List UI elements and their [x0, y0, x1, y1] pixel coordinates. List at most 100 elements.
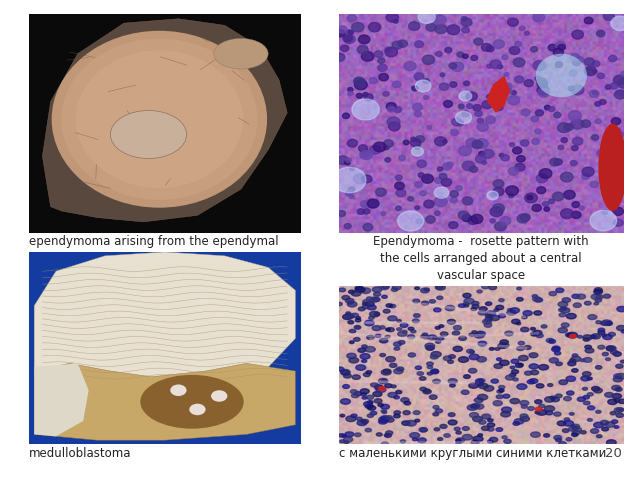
Circle shape — [438, 337, 444, 340]
Circle shape — [340, 45, 349, 51]
Circle shape — [474, 404, 480, 408]
Circle shape — [379, 73, 388, 81]
Circle shape — [595, 119, 602, 124]
Circle shape — [524, 31, 529, 35]
Circle shape — [561, 323, 569, 327]
Circle shape — [378, 404, 383, 407]
Circle shape — [350, 390, 357, 394]
Circle shape — [591, 294, 601, 300]
Circle shape — [461, 390, 469, 395]
Circle shape — [537, 80, 548, 88]
Circle shape — [592, 61, 600, 67]
Circle shape — [415, 182, 422, 188]
Circle shape — [351, 23, 364, 32]
Circle shape — [485, 116, 495, 124]
Circle shape — [452, 331, 460, 335]
Circle shape — [478, 311, 486, 315]
Circle shape — [458, 357, 468, 362]
Circle shape — [618, 141, 622, 145]
Circle shape — [383, 369, 390, 373]
Circle shape — [597, 73, 605, 79]
Circle shape — [417, 160, 426, 168]
Circle shape — [426, 346, 435, 350]
Circle shape — [545, 406, 555, 411]
Circle shape — [610, 411, 616, 415]
Circle shape — [524, 80, 533, 87]
Circle shape — [378, 387, 385, 390]
Circle shape — [561, 138, 568, 143]
Circle shape — [505, 331, 513, 336]
Circle shape — [583, 335, 592, 340]
Ellipse shape — [61, 39, 257, 200]
Circle shape — [349, 329, 356, 333]
Circle shape — [478, 434, 483, 436]
Circle shape — [571, 356, 580, 361]
Circle shape — [456, 438, 465, 443]
Circle shape — [382, 285, 388, 288]
Circle shape — [394, 342, 401, 347]
Circle shape — [520, 327, 529, 332]
Circle shape — [511, 359, 519, 363]
Circle shape — [614, 219, 623, 226]
Circle shape — [490, 193, 495, 197]
Circle shape — [408, 327, 414, 330]
Circle shape — [394, 20, 398, 23]
Circle shape — [557, 123, 570, 132]
Circle shape — [365, 150, 370, 154]
Ellipse shape — [76, 50, 243, 188]
Circle shape — [600, 322, 607, 325]
Circle shape — [552, 397, 559, 402]
Circle shape — [385, 157, 390, 162]
Circle shape — [531, 332, 538, 336]
Circle shape — [337, 367, 344, 371]
Circle shape — [496, 395, 503, 398]
Circle shape — [434, 308, 441, 312]
Circle shape — [513, 58, 525, 67]
Circle shape — [477, 290, 482, 293]
Circle shape — [380, 284, 389, 289]
Circle shape — [367, 406, 376, 410]
Circle shape — [415, 206, 420, 210]
Circle shape — [354, 392, 362, 396]
Circle shape — [611, 350, 618, 354]
Circle shape — [397, 211, 424, 231]
Circle shape — [374, 292, 381, 296]
Circle shape — [518, 355, 528, 361]
Circle shape — [450, 197, 457, 203]
Circle shape — [463, 81, 470, 85]
Circle shape — [381, 295, 387, 298]
Circle shape — [334, 53, 345, 61]
Circle shape — [585, 348, 594, 353]
Circle shape — [605, 358, 611, 360]
Circle shape — [385, 47, 391, 52]
Circle shape — [499, 385, 505, 389]
Circle shape — [555, 62, 563, 68]
Circle shape — [342, 113, 349, 119]
Circle shape — [606, 346, 614, 350]
Circle shape — [421, 301, 429, 305]
Circle shape — [449, 63, 457, 69]
Circle shape — [585, 345, 591, 349]
Circle shape — [413, 411, 420, 415]
Circle shape — [558, 301, 568, 307]
Circle shape — [577, 294, 586, 299]
Circle shape — [353, 337, 360, 341]
Circle shape — [438, 438, 443, 441]
Circle shape — [338, 26, 347, 33]
Circle shape — [412, 86, 418, 91]
Circle shape — [515, 76, 524, 83]
Circle shape — [452, 118, 462, 126]
Circle shape — [507, 310, 516, 315]
Circle shape — [398, 340, 405, 344]
Circle shape — [536, 384, 544, 388]
Circle shape — [511, 370, 518, 373]
Circle shape — [592, 70, 597, 73]
Circle shape — [378, 378, 388, 384]
Circle shape — [600, 420, 609, 425]
Circle shape — [388, 316, 397, 321]
Circle shape — [572, 30, 584, 39]
Circle shape — [417, 438, 426, 443]
Circle shape — [412, 438, 417, 441]
Circle shape — [504, 72, 509, 76]
Circle shape — [349, 341, 354, 344]
